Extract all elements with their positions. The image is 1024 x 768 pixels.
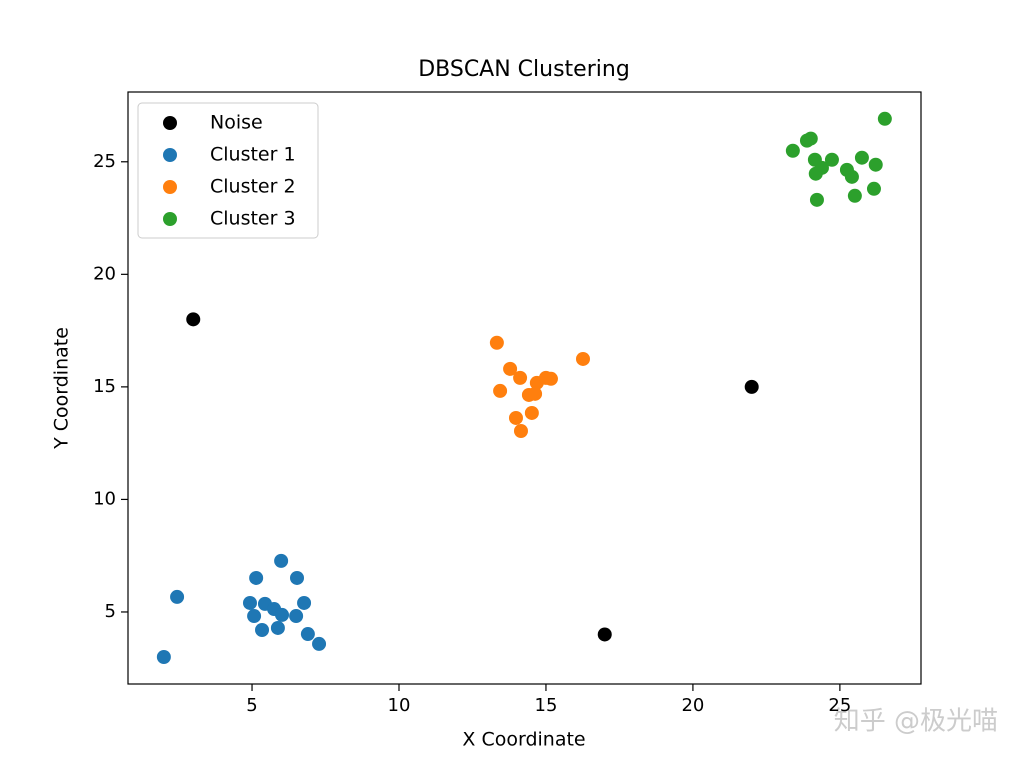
point — [247, 609, 262, 624]
point — [808, 166, 823, 181]
point — [868, 157, 883, 172]
point — [289, 609, 304, 624]
legend-marker — [163, 148, 177, 162]
y-axis-label: Y Coordinate — [51, 327, 73, 450]
point — [528, 386, 543, 401]
watermark: 知乎 @极光喵 — [834, 707, 998, 737]
point — [809, 192, 824, 207]
x-tick-label: 10 — [388, 695, 411, 716]
point — [824, 152, 839, 167]
x-tick-label: 20 — [681, 695, 704, 716]
point — [300, 627, 315, 642]
point — [785, 143, 800, 158]
x-tick-label: 15 — [535, 695, 558, 716]
point — [597, 627, 612, 642]
point — [866, 181, 881, 196]
y-tick-label: 5 — [105, 601, 116, 622]
legend-box — [137, 102, 319, 239]
y-tick-label: 20 — [93, 263, 116, 284]
x-tick-label: 5 — [246, 695, 257, 716]
x-axis-label: X Coordinate — [462, 729, 585, 751]
point — [156, 649, 171, 664]
point — [513, 370, 528, 385]
y-tick-label: 15 — [93, 376, 116, 397]
legend-marker — [163, 180, 177, 194]
point — [575, 351, 590, 366]
point — [513, 423, 528, 438]
point — [290, 570, 305, 585]
point — [847, 188, 862, 203]
point — [255, 622, 270, 637]
point — [489, 335, 504, 350]
point — [274, 553, 289, 568]
point — [503, 361, 518, 376]
plot-frame — [127, 91, 922, 685]
legend-label: Cluster 2 — [210, 176, 296, 198]
legend-marker — [163, 116, 177, 130]
legend-marker — [163, 212, 177, 226]
point — [803, 131, 818, 146]
point — [275, 607, 290, 622]
y-tick-label: 25 — [93, 151, 116, 172]
x-tick-label: 25 — [828, 695, 851, 716]
point — [508, 410, 523, 425]
point — [170, 589, 185, 604]
point — [493, 383, 508, 398]
legend-label: Noise — [210, 112, 263, 134]
point — [524, 405, 539, 420]
chart-title: DBSCAN Clustering — [418, 57, 630, 82]
point — [844, 169, 859, 184]
point — [249, 570, 264, 585]
point — [297, 595, 312, 610]
point — [312, 636, 327, 651]
point — [242, 595, 257, 610]
legend-label: Cluster 1 — [210, 144, 296, 166]
point — [270, 620, 285, 635]
point — [854, 150, 869, 165]
point — [543, 371, 558, 386]
y-tick-label: 10 — [93, 488, 116, 509]
point — [877, 111, 892, 126]
legend-label: Cluster 3 — [210, 208, 296, 230]
point — [186, 312, 201, 327]
point — [744, 379, 759, 394]
